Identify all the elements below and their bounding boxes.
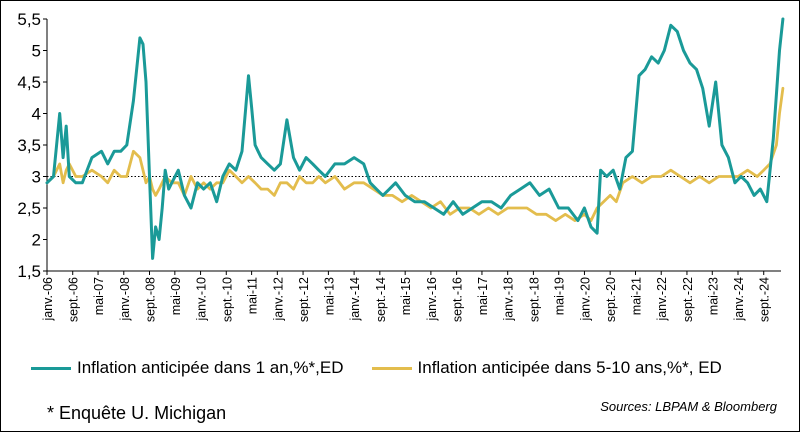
y-tick-label: 2,5	[17, 199, 41, 218]
x-tick-label: janv.-16	[425, 277, 439, 322]
x-tick-label: sept.-06	[67, 277, 81, 322]
x-tick-label: janv.-08	[118, 277, 132, 322]
y-tick-label: 5	[32, 42, 41, 61]
x-tick-label: sept.-10	[220, 277, 234, 322]
legend-swatch-teal	[31, 366, 71, 370]
x-tick-label: janv.-06	[41, 277, 55, 322]
footnote: * Enquête U. Michigan	[47, 403, 227, 423]
series-line-5-10-years	[45, 86, 785, 223]
x-tick-label: janv.-24	[732, 277, 746, 322]
x-tick-label: mai-13	[322, 277, 336, 315]
x-tick-label: mai-07	[92, 277, 106, 315]
y-tick-label: 4,5	[17, 73, 41, 92]
x-tick-label: janv.-18	[502, 277, 516, 322]
legend: Inflation anticipée dans 1 an,%*,ED Infl…	[31, 355, 800, 381]
x-tick-label: sept.-20	[604, 277, 618, 322]
x-tick-label: mai-19	[553, 277, 567, 315]
x-tick-label: mai-09	[169, 277, 183, 315]
series-line-1-year	[45, 17, 785, 260]
x-tick-label: janv.-14	[348, 277, 362, 322]
x-tick-label: sept.-08	[143, 277, 157, 322]
y-tick-label: 2	[32, 231, 41, 250]
y-tick-label: 3,5	[17, 136, 41, 155]
x-tick-label: janv.-22	[655, 277, 669, 322]
x-tick-label: mai-23	[706, 277, 720, 315]
x-tick-label: sept.-16	[451, 277, 465, 322]
line-chart: 1,5 2 2,5 3 3,5 4 4,5 5 5,5 janv.-06 sept.-06 mai-0…	[17, 10, 785, 322]
x-tick-label: mai-15	[399, 277, 413, 315]
legend-label-5-10y: Inflation anticipée dans 5-10 ans,%*, ED	[417, 358, 722, 377]
legend-swatch-gold	[371, 366, 412, 370]
x-tick-label: mai-21	[630, 277, 644, 315]
y-tick-label: 5,5	[17, 10, 41, 29]
x-tick-label: janv.-10	[195, 277, 209, 322]
sources-note: Sources: LBPAM & Bloomberg	[600, 399, 777, 414]
x-tick-label: sept.-24	[758, 277, 772, 322]
x-tick-label: sept.-14	[374, 277, 388, 322]
x-tick-label: sept.-18	[527, 277, 541, 322]
x-tick-label: sept.-22	[681, 277, 695, 322]
legend-item-1y: Inflation anticipée dans 1 an,%*,ED	[31, 358, 344, 378]
y-tick-label: 1,5	[17, 262, 41, 281]
x-tick-label: janv.-12	[271, 277, 285, 322]
x-tick-label: janv.-20	[578, 277, 592, 322]
x-tick-label: sept.-12	[297, 277, 311, 322]
legend-label-1y: Inflation anticipée dans 1 an,%*,ED	[77, 358, 344, 377]
y-tick-label: 4	[32, 105, 41, 124]
legend-item-5-10y: Inflation anticipée dans 5-10 ans,%*, ED	[371, 358, 722, 378]
x-tick-label: mai-17	[476, 277, 490, 315]
x-tick-label: mai-11	[246, 277, 260, 314]
y-tick-label: 3	[32, 168, 41, 187]
